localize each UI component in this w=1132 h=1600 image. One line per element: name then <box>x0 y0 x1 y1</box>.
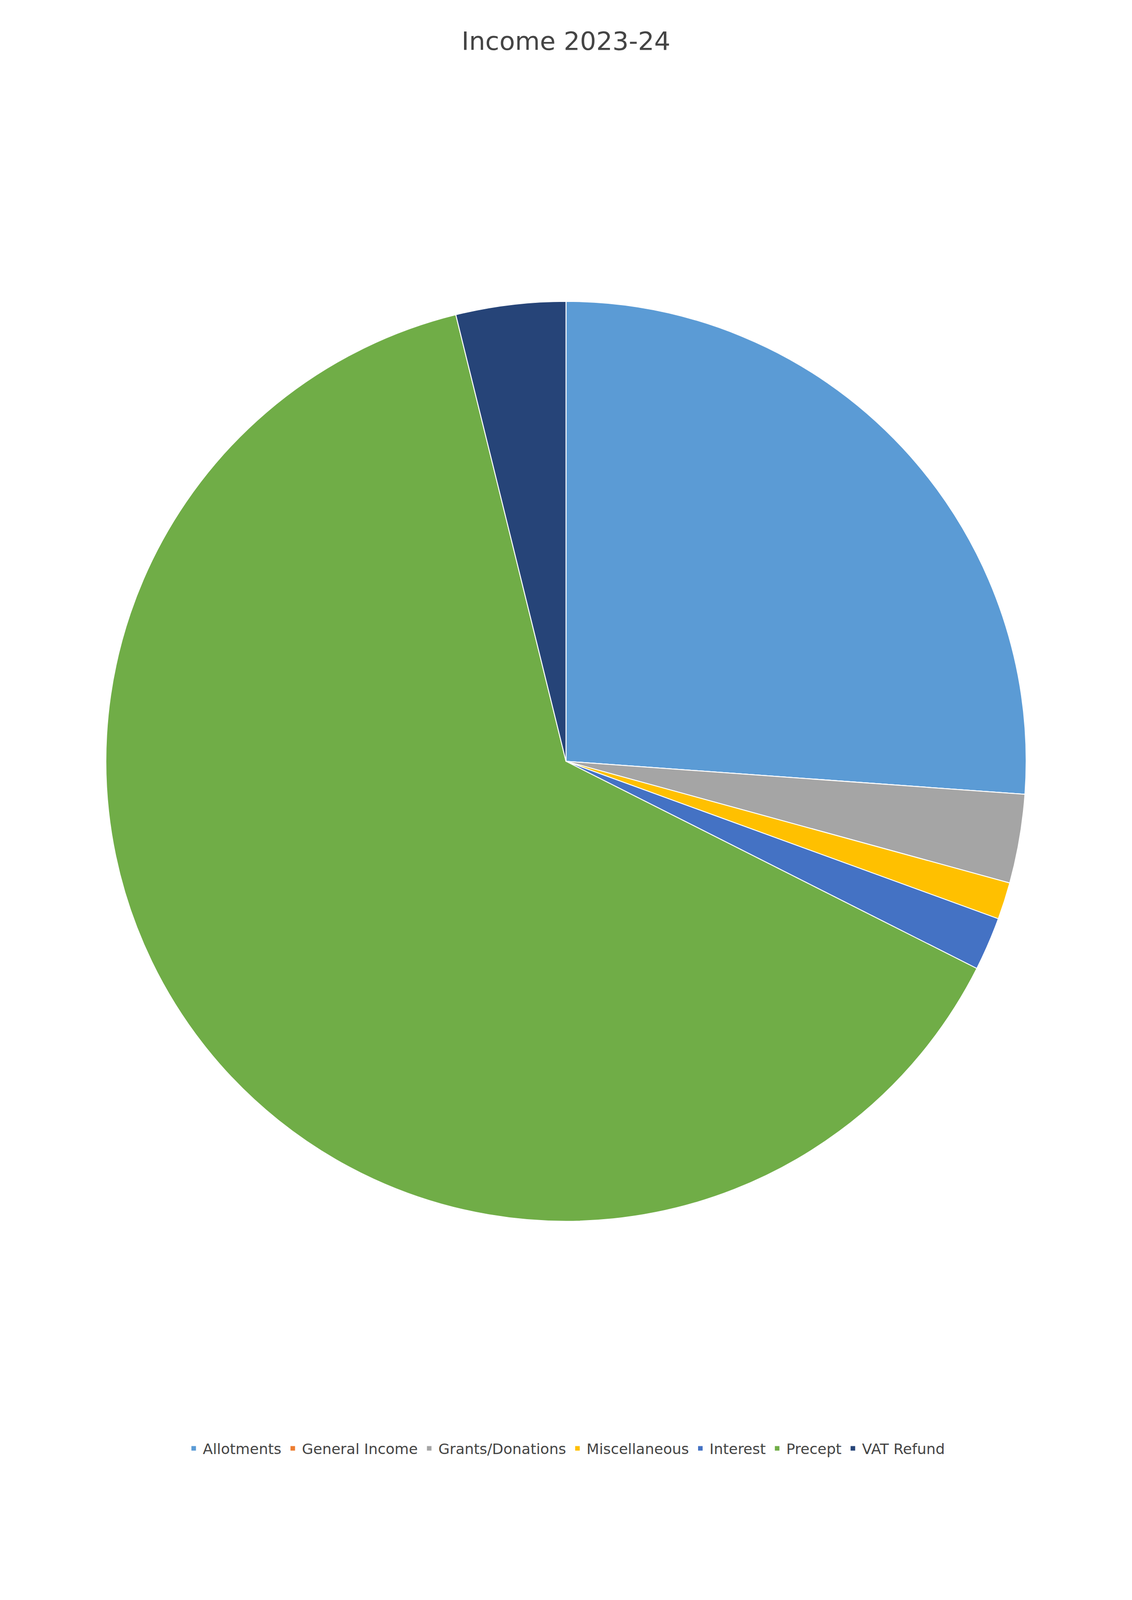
svg-text:Allotments: Allotments <box>203 1440 282 1459</box>
svg-text:Miscellaneous: Miscellaneous <box>586 1440 689 1459</box>
svg-text:Income 2023-24: Income 2023-24 <box>461 26 671 56</box>
svg-text:Interest: Interest <box>709 1440 766 1459</box>
svg-text:VAT Refund: VAT Refund <box>861 1440 945 1459</box>
svg-text:Grants/Donations: Grants/Donations <box>438 1440 567 1459</box>
svg-text:General Income: General Income <box>302 1440 418 1459</box>
svg-text:Precept: Precept <box>786 1440 842 1459</box>
